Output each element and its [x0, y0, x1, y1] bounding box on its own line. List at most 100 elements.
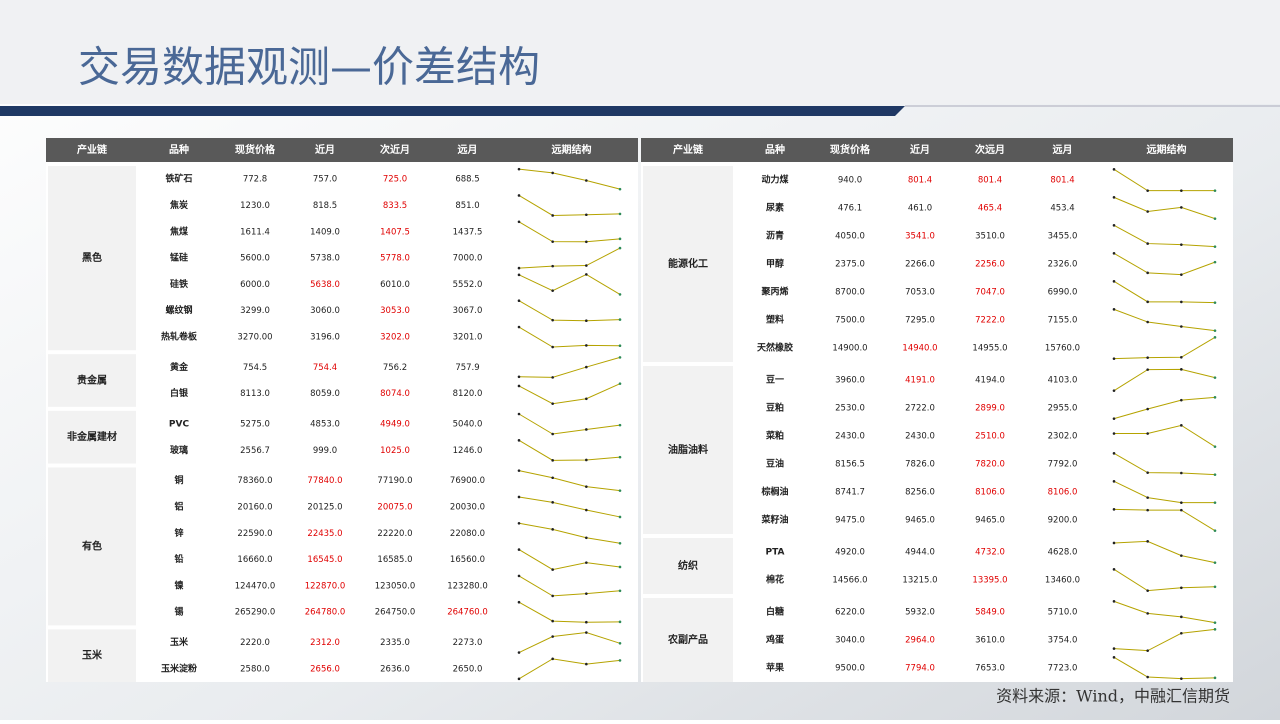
item-name: 白银	[170, 387, 189, 399]
term-structure-point	[1112, 600, 1116, 603]
item-name: 菜籽油	[760, 514, 788, 526]
price: 2636.0	[380, 664, 410, 674]
price: 3067.0	[453, 306, 483, 316]
term-structure-point	[618, 620, 622, 624]
price: 7794.0	[905, 664, 935, 674]
term-structure-line	[518, 326, 621, 348]
price: 8113.0	[240, 389, 270, 399]
price: 78360.0	[237, 476, 272, 486]
group-name: 玉米	[82, 649, 103, 662]
term-structure-line	[518, 439, 621, 461]
price: 3202.0	[380, 333, 410, 343]
group-name: 能源化工	[668, 257, 708, 270]
term-structure-point	[517, 194, 521, 197]
term-structure-point	[1146, 540, 1149, 543]
term-structure-line	[518, 273, 621, 295]
term-structure-point	[585, 344, 588, 347]
term-structure-point	[585, 273, 588, 276]
price: 5552.0	[453, 280, 483, 290]
price: 2510.0	[975, 432, 1005, 442]
price: 725.0	[383, 175, 407, 185]
term-structure-line	[1113, 308, 1216, 332]
term-structure-point	[1213, 529, 1217, 532]
term-structure-line	[1113, 280, 1216, 304]
term-structure-point	[517, 167, 521, 171]
price: 7000.0	[453, 254, 483, 264]
column-header: 近月	[910, 143, 930, 156]
term-structure-point	[618, 541, 622, 545]
column-header: 品种	[765, 143, 785, 156]
price: 3299.0	[240, 306, 270, 316]
term-structure-line	[518, 168, 621, 190]
term-structure-point	[1146, 496, 1149, 499]
price: 8120.0	[453, 389, 483, 399]
term-structure-point	[1180, 586, 1183, 590]
term-structure-line	[1113, 480, 1215, 504]
term-structure-point	[585, 179, 588, 182]
term-structure-point	[618, 237, 622, 241]
term-structure-point	[1146, 189, 1149, 192]
term-structure-point	[1213, 376, 1217, 379]
term-structure-point	[1213, 217, 1217, 220]
term-structure-point	[551, 240, 554, 243]
table-body	[641, 138, 1233, 682]
term-structure-point	[1213, 336, 1217, 339]
price: 2273.0	[453, 638, 483, 648]
price: 6010.0	[380, 280, 410, 290]
term-structure-line	[1113, 168, 1215, 192]
price: 264760.0	[447, 608, 488, 618]
term-structure-point	[1213, 189, 1217, 192]
term-structure-point	[585, 428, 588, 431]
term-structure-point	[1112, 508, 1116, 511]
price: 7820.0	[975, 460, 1005, 470]
term-structure-point	[1112, 168, 1116, 171]
term-structure-point	[517, 677, 521, 681]
price: 6000.0	[240, 280, 270, 290]
term-structure-point	[1146, 320, 1149, 324]
term-structure-point	[618, 423, 622, 427]
term-structure-point	[551, 318, 554, 322]
price: 8106.0	[975, 488, 1005, 498]
column-header: 产业链	[673, 143, 704, 156]
term-structure-line	[1113, 396, 1216, 420]
term-structure-point	[1180, 300, 1183, 304]
price: 16585.0	[377, 555, 412, 565]
price: 833.5	[383, 201, 407, 211]
term-structure-point	[1112, 417, 1116, 420]
term-structure-point	[618, 187, 622, 191]
price: 7653.0	[975, 664, 1005, 674]
group-cell	[48, 166, 136, 351]
item-name: PTA	[765, 548, 784, 558]
price: 9465.0	[975, 516, 1005, 526]
term-structure-point	[517, 495, 521, 499]
price: 476.1	[838, 204, 862, 214]
term-structure-point	[1213, 260, 1217, 264]
price: 4732.0	[975, 548, 1005, 558]
item-name: 螺纹钢	[165, 304, 192, 316]
price: 2964.0	[905, 636, 935, 646]
price: 13460.0	[1045, 576, 1080, 586]
price: 9475.0	[835, 516, 865, 526]
term-structure-point	[1213, 245, 1217, 248]
term-structure-point	[1146, 675, 1149, 679]
term-structure-point	[618, 642, 622, 645]
price: 77190.0	[377, 476, 412, 486]
price: 465.4	[978, 204, 1002, 214]
term-structure-point	[1180, 273, 1183, 276]
price: 7792.0	[1048, 460, 1078, 470]
term-structure-line	[1113, 368, 1216, 392]
group-cell	[48, 629, 136, 682]
header-row	[46, 138, 638, 162]
item-name: 聚丙烯	[760, 286, 788, 298]
column-header: 次远月	[975, 143, 1005, 156]
term-structure-point	[1146, 300, 1149, 304]
price: 8106.0	[1048, 488, 1078, 498]
term-structure-point	[1146, 210, 1149, 213]
price: 754.4	[313, 363, 337, 373]
price: 15760.0	[1045, 344, 1080, 354]
term-structure-point	[1112, 541, 1116, 545]
term-structure-point	[585, 561, 588, 564]
price: 22435.0	[307, 529, 342, 539]
group-name: 有色	[82, 539, 102, 552]
